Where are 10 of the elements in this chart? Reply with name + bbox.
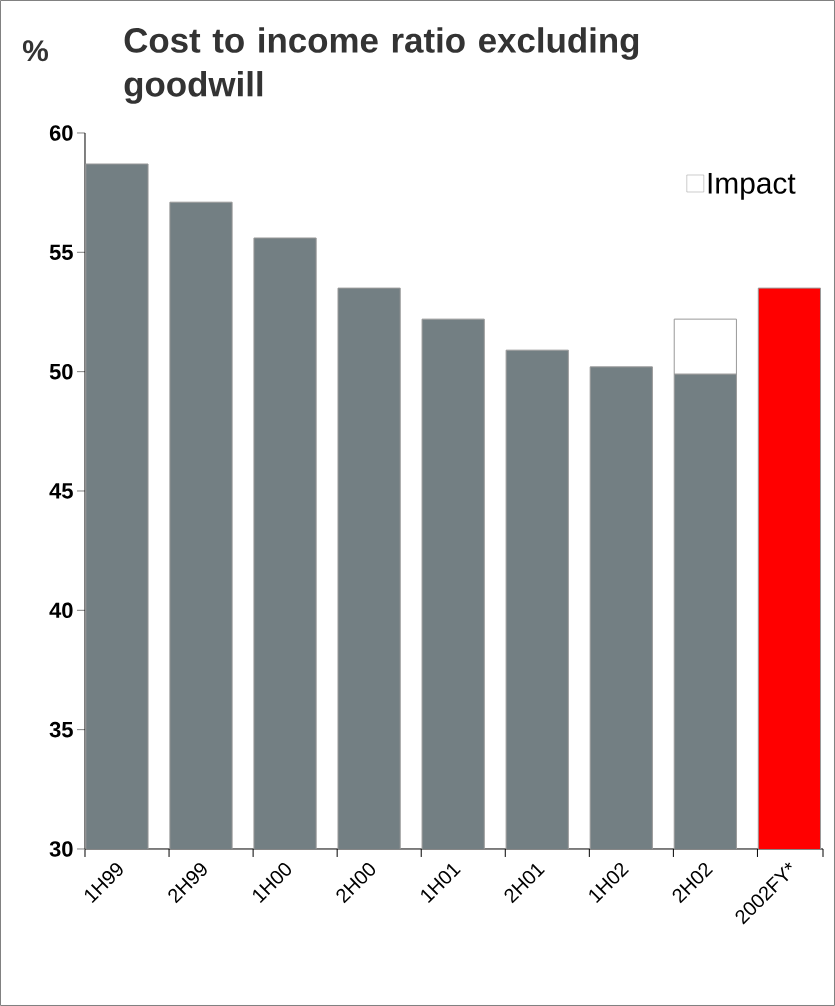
- y-tick-label: 45: [49, 483, 73, 499]
- y-tick-label: 60: [49, 125, 73, 141]
- y-tick-label: 40: [49, 602, 73, 619]
- y-tick-label: 30: [49, 841, 73, 857]
- y-tick-label: 50: [49, 363, 73, 380]
- y-tick-label: 35: [49, 721, 73, 738]
- legend-label: Impact: [708, 172, 796, 200]
- y-axis-title: %: [22, 40, 48, 62]
- chart-title: Cost to income ratio excluding goodwill: [124, 27, 639, 104]
- y-tick-label: 55: [49, 244, 73, 260]
